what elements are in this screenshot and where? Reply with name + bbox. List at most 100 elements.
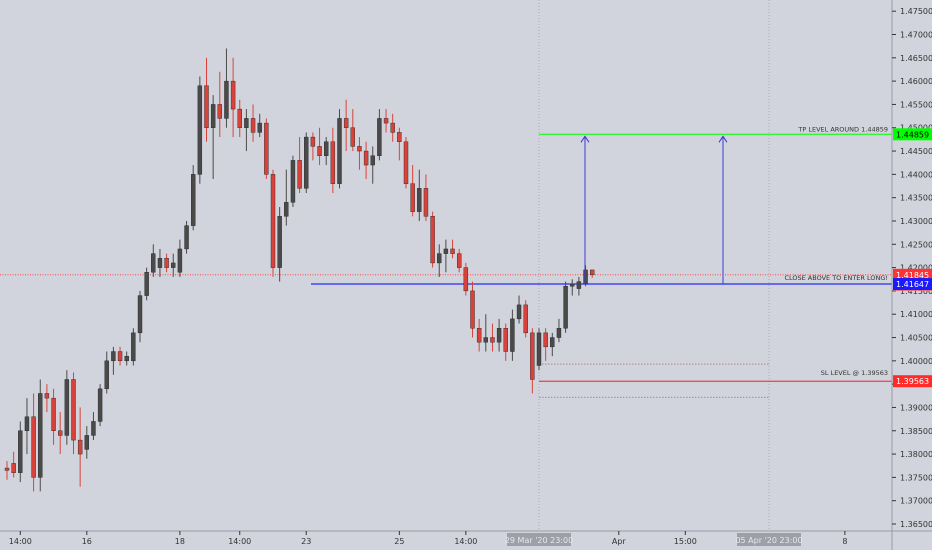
candle-body — [151, 253, 156, 273]
sl-label: SL LEVEL @ 1.39563 — [821, 369, 888, 377]
candle-body — [204, 85, 209, 128]
entry-price-badge-box — [893, 278, 932, 291]
candle-body — [237, 108, 242, 128]
candle-body — [58, 430, 63, 436]
annotations: TP LEVEL AROUND 1.44859 CLOSE ABOVE TO EN… — [784, 125, 888, 377]
candle-body — [190, 174, 196, 226]
candle-body — [423, 188, 429, 217]
tp-arrow-head — [718, 135, 728, 143]
sl-price-badge-box — [893, 375, 932, 388]
candle-body — [363, 150, 369, 166]
tp-price-badge-box — [893, 128, 932, 141]
y-tick-label: 1.44500 — [900, 147, 932, 156]
price-axis[interactable]: 1.36500 1.37000 1.37500 1.38000 1.38500 1.390… — [892, 7, 932, 529]
candle-body — [177, 248, 183, 273]
candle-body — [570, 283, 575, 287]
y-tick-label: 1.38500 — [900, 427, 932, 436]
y-tick-label: 1.37500 — [900, 473, 932, 482]
candle-body — [397, 132, 402, 142]
candle-body — [144, 272, 149, 296]
candle-body — [290, 160, 296, 203]
crosshair-date-box — [737, 533, 801, 546]
candle-body — [523, 304, 528, 334]
y-tick-label: 1.45000 — [900, 124, 932, 133]
candle-body — [496, 328, 502, 343]
candle-body — [470, 290, 475, 329]
candle-body — [244, 118, 249, 128]
crosshair-date-box — [507, 533, 571, 546]
x-tick-label: 23 — [301, 537, 311, 546]
x-tick-label: 18 — [175, 537, 185, 546]
y-tick-label: 1.47500 — [900, 7, 932, 16]
y-tick-label: 1.45500 — [900, 100, 932, 109]
candle-body — [77, 439, 83, 455]
candle-body — [264, 122, 269, 175]
candle-body — [97, 388, 103, 422]
candle-body — [304, 136, 309, 189]
candle-body — [171, 262, 176, 268]
candle-body — [270, 174, 276, 268]
candle-body — [337, 118, 342, 184]
x-tick-label: 16 — [82, 537, 92, 546]
candle-body — [277, 216, 282, 268]
candle-body — [483, 337, 488, 343]
candle-body — [71, 379, 76, 441]
candle-body — [224, 80, 229, 119]
candle-body — [503, 328, 508, 352]
candle-body — [357, 146, 362, 152]
candle-body — [210, 104, 216, 128]
time-axis[interactable]: 14:00 16 18 14:00 23 25 14:00 Apr 15:00 8 29 Mar '… — [9, 531, 848, 546]
y-tick-label: 1.46500 — [900, 54, 932, 63]
candle-body — [370, 155, 375, 166]
candle-body — [556, 328, 562, 338]
tp-label: TP LEVEL AROUND 1.44859 — [797, 125, 888, 133]
candle-body — [583, 269, 588, 285]
candle-body — [230, 80, 236, 110]
candle-body — [131, 332, 136, 362]
crosshair-date-label: 29 Mar '20 23:00 — [505, 536, 573, 545]
candle-body — [403, 141, 409, 184]
candle-body — [377, 118, 382, 156]
candle-body — [197, 85, 203, 175]
y-tick-label: 1.39000 — [900, 403, 932, 412]
candle-body — [383, 118, 389, 124]
candle-body — [490, 337, 495, 343]
candle-body — [84, 435, 90, 450]
candle-body — [51, 397, 56, 431]
y-tick-label: 1.41000 — [900, 310, 932, 319]
candle-body — [164, 258, 169, 268]
candle-body — [410, 183, 415, 212]
y-tick-label: 1.40500 — [900, 334, 932, 343]
candle-body — [64, 379, 70, 436]
candle-body — [38, 393, 43, 478]
candle-body — [563, 286, 568, 329]
candle-body — [543, 332, 548, 348]
y-tick-label: 1.46000 — [900, 77, 932, 86]
y-tick-label: 1.44000 — [900, 170, 932, 179]
candle-body — [18, 430, 23, 473]
candle-body — [343, 118, 349, 128]
x-tick-label: 15:00 — [674, 537, 697, 546]
y-tick-label: 1.37000 — [900, 497, 932, 506]
candle-body — [576, 281, 582, 289]
candle-body — [310, 136, 316, 147]
candle-body — [390, 122, 395, 133]
x-tick-label: 25 — [394, 537, 404, 546]
candle-body — [250, 118, 256, 133]
candle-body — [330, 141, 336, 184]
candle-body — [476, 328, 482, 343]
candle-body — [530, 332, 535, 380]
y-tick-label: 1.41500 — [900, 287, 932, 296]
y-tick-label: 1.36500 — [900, 520, 932, 529]
entry-price-badge-label: 1.41647 — [896, 280, 929, 289]
y-tick-label: 1.43000 — [900, 217, 932, 226]
candle-body — [463, 267, 469, 292]
y-tick-label: 1.40000 — [900, 357, 932, 366]
x-tick-label: Apr — [612, 537, 627, 546]
candle-body — [24, 416, 30, 431]
candle-body — [44, 393, 50, 399]
y-tick-label: 1.43500 — [900, 194, 932, 203]
candle-body — [31, 416, 36, 478]
x-tick-label: 14:00 — [9, 537, 32, 546]
